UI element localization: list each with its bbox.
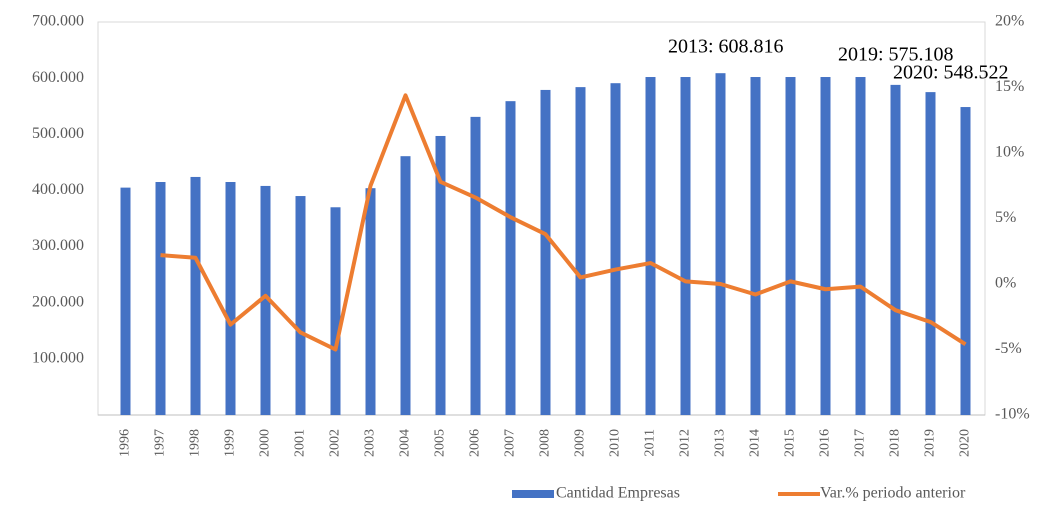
bar [400,156,411,415]
bar [260,185,271,415]
bar [190,176,201,415]
bar [225,182,236,415]
y-tick-label: 300.000 [32,237,84,254]
bar [365,188,376,415]
annotation: 2019: 575.108 [838,44,954,66]
y2-tick-label: -5% [995,340,1022,357]
x-tick-label: 2015 [783,429,798,457]
y2-tick-label: 0% [995,275,1016,292]
y2-tick-label: 5% [995,209,1016,226]
bar [925,92,936,416]
y-tick-label: 700.000 [32,13,84,30]
x-tick-label: 2006 [468,429,483,457]
x-tick-label: 2012 [678,429,693,457]
line [160,93,967,352]
x-tick-label: 2019 [923,429,938,457]
x-tick-label: 2003 [363,429,378,457]
y-tick-label: 100.000 [32,350,84,367]
x-tick-label: 1998 [188,429,203,457]
bar [120,187,131,415]
y-tick-label: 200.000 [32,293,84,310]
bar [330,207,341,415]
x-tick-label: 2000 [258,429,273,457]
bar [820,77,831,416]
bar [575,87,586,415]
x-tick-label: 2004 [398,429,413,457]
y-tick-label: 500.000 [32,125,84,142]
bar [540,89,551,415]
x-tick-label: 2017 [853,429,868,457]
x-tick-label: 2008 [538,429,553,457]
bar [750,77,761,416]
bar [715,73,726,416]
x-tick-label: 2018 [888,429,903,457]
x-tick-label: 1999 [223,429,238,457]
y2-tick-label: 10% [995,144,1024,161]
y-tick-label: 400.000 [32,181,84,198]
x-tick-label: 2010 [608,429,623,457]
annotation: 2013: 608.816 [668,36,784,58]
bar [505,101,516,415]
x-tick-label: 2002 [328,429,343,457]
bar [435,135,446,415]
x-tick-label: 1996 [118,429,133,457]
x-tick-label: 2007 [503,429,518,457]
bar [890,84,901,415]
x-tick-label: 2014 [748,429,763,457]
y2-tick-label: 20% [995,13,1024,30]
x-tick-label: 2009 [573,429,588,457]
y2-tick-label: -10% [995,406,1030,423]
bar [960,107,971,416]
x-tick-label: 2001 [293,429,308,457]
x-tick-label: 2016 [818,429,833,457]
bar [610,83,621,416]
bar [470,116,481,415]
bar [855,77,866,416]
legend-label: Cantidad Empresas [556,485,680,502]
x-tick-label: 2005 [433,429,448,457]
y-tick-label: 600.000 [32,69,84,86]
x-tick-label: 1997 [153,429,168,457]
bar [155,182,166,415]
bar [680,77,691,416]
x-tick-label: 2020 [958,429,973,457]
x-tick-label: 2011 [643,429,658,456]
bar [645,77,656,416]
legend-swatch [512,490,554,498]
annotation: 2020: 548.522 [893,62,1009,84]
x-tick-label: 2013 [713,429,728,457]
y2-tick-label: 15% [995,78,1024,95]
bar [785,77,796,416]
bar [295,196,306,415]
legend-label: Var.% periodo anterior [820,485,966,502]
